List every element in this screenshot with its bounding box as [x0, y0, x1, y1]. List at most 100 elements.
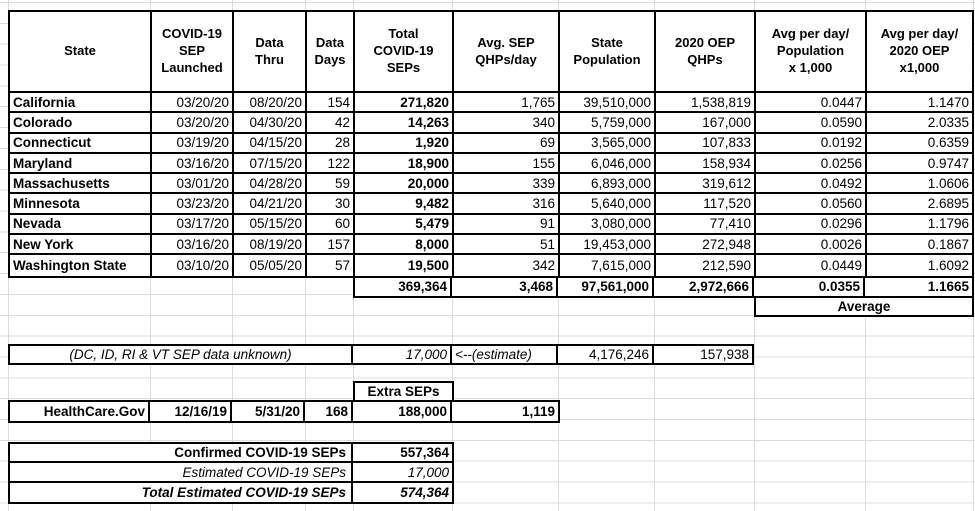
cell-sep-launched[interactable]: 03/10/20: [152, 255, 234, 276]
cell-2020-oep-qhps[interactable]: 117,520: [656, 194, 756, 215]
cell-2020-oep-qhps[interactable]: 77,410: [656, 214, 756, 236]
cell-data-thru[interactable]: 08/20/20: [234, 93, 307, 114]
header-avg-per-day-oep[interactable]: Avg per day/ 2020 OEP x1,000: [867, 12, 972, 93]
average-cell[interactable]: Average: [754, 296, 974, 317]
cell-state-population[interactable]: 5,759,000: [560, 113, 656, 134]
cell-sep-launched[interactable]: 03/23/20: [152, 194, 234, 215]
cell-state[interactable]: Connecticut: [10, 133, 152, 154]
extra-seps-header[interactable]: Extra SEPs: [353, 380, 454, 402]
cell-avg-qhps-day[interactable]: 339: [454, 174, 560, 195]
cell-data-thru[interactable]: 07/15/20: [234, 153, 307, 175]
cell-avg-qhps-sum[interactable]: 3,468: [452, 277, 558, 297]
cell-data-days[interactable]: 59: [307, 174, 355, 195]
cell-2020-oep-qhps[interactable]: 272,948: [656, 235, 756, 256]
cell-avg-qhps-day[interactable]: 69: [454, 133, 560, 154]
cell-healthcare-days[interactable]: 168: [305, 401, 353, 421]
cell-healthcare-name[interactable]: HealthCare.Gov: [10, 401, 150, 421]
cell-avg-per-day-population-avg[interactable]: 0.0355: [754, 277, 865, 297]
cell-state[interactable]: California: [10, 93, 152, 114]
cell-data-thru[interactable]: 04/15/20: [234, 133, 307, 154]
header-data-thru[interactable]: Data Thru: [234, 12, 307, 93]
cell-avg-per-day-population[interactable]: 0.0447: [756, 93, 867, 114]
cell-data-thru[interactable]: 05/05/20: [234, 255, 307, 276]
header-avg-per-day-population[interactable]: Avg per day/ Population x 1,000: [756, 12, 867, 93]
header-state[interactable]: State: [10, 12, 152, 93]
summary-estimated-label[interactable]: Estimated COVID-19 SEPs: [10, 463, 353, 483]
cell-healthcare-total[interactable]: 188,000: [353, 401, 452, 421]
cell-state[interactable]: Massachusetts: [10, 174, 152, 195]
cell-avg-qhps-day[interactable]: 340: [454, 113, 560, 134]
cell-2020-oep-qhps[interactable]: 212,590: [656, 255, 756, 276]
cell-state-population[interactable]: 6,893,000: [560, 174, 656, 195]
cell-avg-qhps-day[interactable]: 51: [454, 235, 560, 256]
summary-confirmed-value[interactable]: 557,364: [353, 444, 452, 464]
cell-sep-launched[interactable]: 03/01/20: [152, 174, 234, 195]
cell-state-population[interactable]: 6,046,000: [560, 153, 656, 175]
cell-state-population[interactable]: 3,080,000: [560, 214, 656, 236]
cell-total-seps[interactable]: 18,900: [355, 153, 454, 175]
cell-state-population[interactable]: 19,453,000: [560, 235, 656, 256]
summary-total-label[interactable]: Total Estimated COVID-19 SEPs: [10, 482, 353, 503]
cell-unknown-oep[interactable]: 157,938: [700, 346, 749, 362]
cell-sep-launched[interactable]: 03/20/20: [152, 93, 234, 114]
cell-state[interactable]: Nevada: [10, 214, 152, 236]
cell-avg-per-day-oep[interactable]: 1.6092: [927, 258, 969, 274]
cell-total-seps-sum[interactable]: 369,364: [355, 277, 452, 297]
cell-avg-per-day-population[interactable]: 0.0256: [756, 153, 867, 175]
cell-state[interactable]: Maryland: [10, 153, 152, 175]
cell-data-days[interactable]: 30: [307, 194, 355, 215]
header-state-population[interactable]: State Population: [560, 12, 656, 93]
cell-avg-per-day-population[interactable]: 0.0192: [756, 133, 867, 154]
cell-sep-launched[interactable]: 03/16/20: [152, 153, 234, 175]
cell-2020-oep-qhps[interactable]: 167,000: [656, 113, 756, 134]
cell-total-seps[interactable]: 8,000: [355, 235, 454, 256]
cell-healthcare-thru[interactable]: 5/31/20: [232, 401, 305, 421]
cell-state[interactable]: New York: [10, 235, 152, 256]
cell-unknown-population[interactable]: 4,176,246: [558, 345, 654, 363]
cell-data-thru[interactable]: 08/19/20: [234, 235, 307, 256]
cell-state[interactable]: Minnesota: [10, 194, 152, 215]
header-sep-launched[interactable]: COVID-19 SEP Launched: [152, 12, 234, 93]
cell-avg-qhps-day[interactable]: 91: [454, 214, 560, 236]
cell-avg-per-day-population[interactable]: 0.0590: [756, 113, 867, 134]
cell-data-days[interactable]: 42: [307, 113, 355, 134]
header-data-days[interactable]: Data Days: [307, 12, 355, 93]
cell-total-seps[interactable]: 271,820: [355, 93, 454, 114]
cell-avg-per-day-oep[interactable]: 0.1867: [867, 235, 972, 256]
cell-avg-per-day-oep-avg[interactable]: 1.1665: [927, 279, 969, 295]
cell-avg-per-day-oep[interactable]: 0.9747: [867, 154, 972, 175]
cell-healthcare-avg[interactable]: 1,119: [521, 403, 555, 419]
cell-state-population[interactable]: 5,640,000: [560, 194, 656, 215]
cell-total-seps[interactable]: 19,500: [355, 255, 454, 276]
cell-total-seps[interactable]: 14,263: [355, 113, 454, 134]
cell-oep-qhps-sum[interactable]: 2,972,666: [654, 277, 754, 297]
cell-state-population[interactable]: 3,565,000: [560, 133, 656, 154]
cell-data-thru[interactable]: 04/21/20: [234, 194, 307, 215]
cell-total-seps[interactable]: 1,920: [355, 133, 454, 154]
cell-avg-per-day-population[interactable]: 0.0026: [756, 235, 867, 256]
cell-data-days[interactable]: 28: [307, 133, 355, 154]
cell-2020-oep-qhps[interactable]: 1,538,819: [656, 93, 756, 114]
cell-total-seps[interactable]: 20,000: [355, 174, 454, 195]
cell-avg-qhps-day[interactable]: 342: [454, 255, 560, 276]
cell-avg-per-day-oep[interactable]: 2.0335: [867, 113, 972, 134]
cell-state-population[interactable]: 7,615,000: [560, 255, 656, 276]
cell-data-thru[interactable]: 04/28/20: [234, 174, 307, 195]
cell-sep-launched[interactable]: 03/17/20: [152, 214, 234, 236]
header-2020-oep-qhps[interactable]: 2020 OEP QHPs: [656, 12, 756, 93]
cell-data-thru[interactable]: 05/15/20: [234, 214, 307, 236]
cell-avg-qhps-day[interactable]: 155: [454, 153, 560, 175]
cell-estimate-note[interactable]: <--(estimate): [452, 345, 558, 363]
cell-avg-per-day-oep[interactable]: 1.1470: [867, 93, 972, 114]
cell-unknown-label[interactable]: (DC, ID, RI & VT SEP data unknown): [10, 345, 353, 363]
cell-data-days[interactable]: 157: [307, 235, 355, 256]
cell-unknown-total[interactable]: 17,000: [353, 345, 452, 363]
summary-total-value[interactable]: 574,364: [400, 485, 449, 501]
cell-data-days[interactable]: 57: [307, 255, 355, 276]
cell-state[interactable]: Colorado: [10, 113, 152, 134]
header-total-seps[interactable]: Total COVID-19 SEPs: [355, 12, 454, 93]
cell-healthcare-launched[interactable]: 12/16/19: [150, 401, 232, 421]
cell-data-thru[interactable]: 04/30/20: [234, 113, 307, 134]
cell-total-seps[interactable]: 5,479: [355, 214, 454, 236]
cell-data-days[interactable]: 122: [307, 153, 355, 175]
